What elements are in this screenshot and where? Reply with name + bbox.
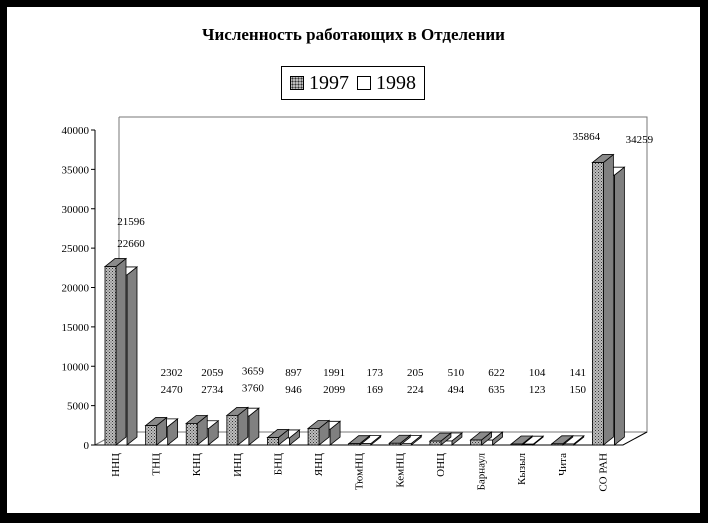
bar-1997	[347, 434, 371, 446]
bar-1997	[469, 431, 493, 446]
data-label-1997: 150	[570, 384, 587, 396]
data-label-1997: 224	[407, 384, 424, 396]
legend: 1997 1998	[281, 66, 425, 100]
x-category-label: ТНЦ	[151, 453, 163, 476]
data-label-1997: 2470	[161, 384, 184, 396]
y-tick-label: 40000	[62, 125, 90, 137]
bar-1997	[306, 419, 331, 446]
bar-1997	[550, 434, 574, 446]
legend-swatch-1997	[290, 76, 304, 90]
y-tick-label: 0	[84, 440, 90, 452]
x-category-label: БНЦ	[272, 453, 284, 475]
bar-1997	[103, 257, 128, 446]
legend-label-1998: 1998	[376, 71, 416, 94]
y-tick-label: 35000	[62, 164, 90, 176]
data-label-1998: 897	[285, 367, 302, 379]
y-tick-label: 25000	[62, 243, 90, 255]
chart-title: Численность работающих в Отделении	[202, 25, 505, 44]
data-label-1998: 510	[448, 367, 465, 379]
data-label-1997: 946	[285, 384, 302, 396]
y-tick-label: 5000	[67, 401, 90, 413]
data-label-1997: 35864	[573, 131, 601, 143]
bar-1997	[591, 153, 615, 446]
data-label-1998: 141	[570, 367, 587, 379]
data-label-1997: 3760	[242, 382, 265, 394]
data-label-1998: 622	[488, 367, 505, 379]
x-category-label: ТюмНЦ	[354, 453, 366, 490]
y-tick-label: 20000	[62, 283, 90, 295]
back-wall	[119, 116, 648, 433]
data-label-1997: 123	[529, 384, 546, 396]
x-category-label: КНЦ	[191, 453, 203, 476]
x-category-label: ЯНЦ	[313, 453, 325, 476]
legend-item-1998: 1998	[357, 72, 416, 95]
data-label-1997: 22660	[117, 238, 145, 250]
data-label-1998: 34259	[626, 134, 654, 146]
bar-1997	[144, 416, 168, 446]
x-category-label: СО РАН	[597, 453, 609, 492]
bar-1997	[185, 414, 209, 446]
data-label-1997: 494	[448, 384, 465, 396]
y-tick-label: 10000	[62, 361, 90, 373]
x-category-label: ННЦ	[110, 453, 122, 477]
x-category-label: ИНЦ	[232, 453, 244, 477]
bar-1997	[225, 406, 249, 446]
y-tick-label: 30000	[62, 204, 90, 216]
legend-item-1997: 1997	[290, 72, 349, 95]
data-label-1997: 169	[366, 384, 383, 396]
x-category-label: Барнаул	[476, 452, 488, 490]
x-category-label: ОНЦ	[435, 453, 447, 477]
chart-frame: Численность работающих в Отделении 1997 …	[7, 7, 700, 513]
data-label-1998: 3659	[242, 365, 265, 377]
data-label-1998: 173	[366, 367, 383, 379]
data-label-1998: 104	[529, 367, 546, 379]
y-tick-label: 15000	[62, 322, 90, 334]
data-label-1998: 2302	[161, 367, 183, 379]
x-category-label: Чита	[557, 453, 569, 476]
bar-1997	[266, 428, 290, 446]
data-label-1997: 635	[488, 384, 505, 396]
legend-label-1997: 1997	[309, 71, 349, 94]
x-category-label: Кызыл	[516, 452, 528, 484]
bar-1997	[510, 435, 534, 446]
bar-chart-plot: 0 5000 10000 15000 20000 25000 30000 35000 40000…	[62, 116, 654, 492]
data-label-1998: 205	[407, 367, 424, 379]
x-category-label: КемНЦ	[394, 453, 406, 488]
bar-1997	[428, 432, 453, 446]
data-label-1998: 2059	[201, 367, 224, 379]
bar-1998	[358, 434, 382, 446]
bar-1997	[388, 434, 412, 446]
data-label-1998: 21596	[117, 216, 145, 228]
legend-swatch-1998	[357, 76, 371, 90]
data-label-1998: 1991	[323, 367, 345, 379]
data-label-1997: 2734	[201, 384, 224, 396]
data-label-1997: 2099	[323, 384, 346, 396]
